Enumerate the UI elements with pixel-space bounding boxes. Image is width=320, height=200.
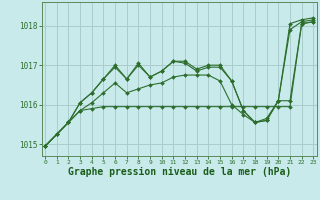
X-axis label: Graphe pression niveau de la mer (hPa): Graphe pression niveau de la mer (hPa) — [68, 167, 291, 177]
